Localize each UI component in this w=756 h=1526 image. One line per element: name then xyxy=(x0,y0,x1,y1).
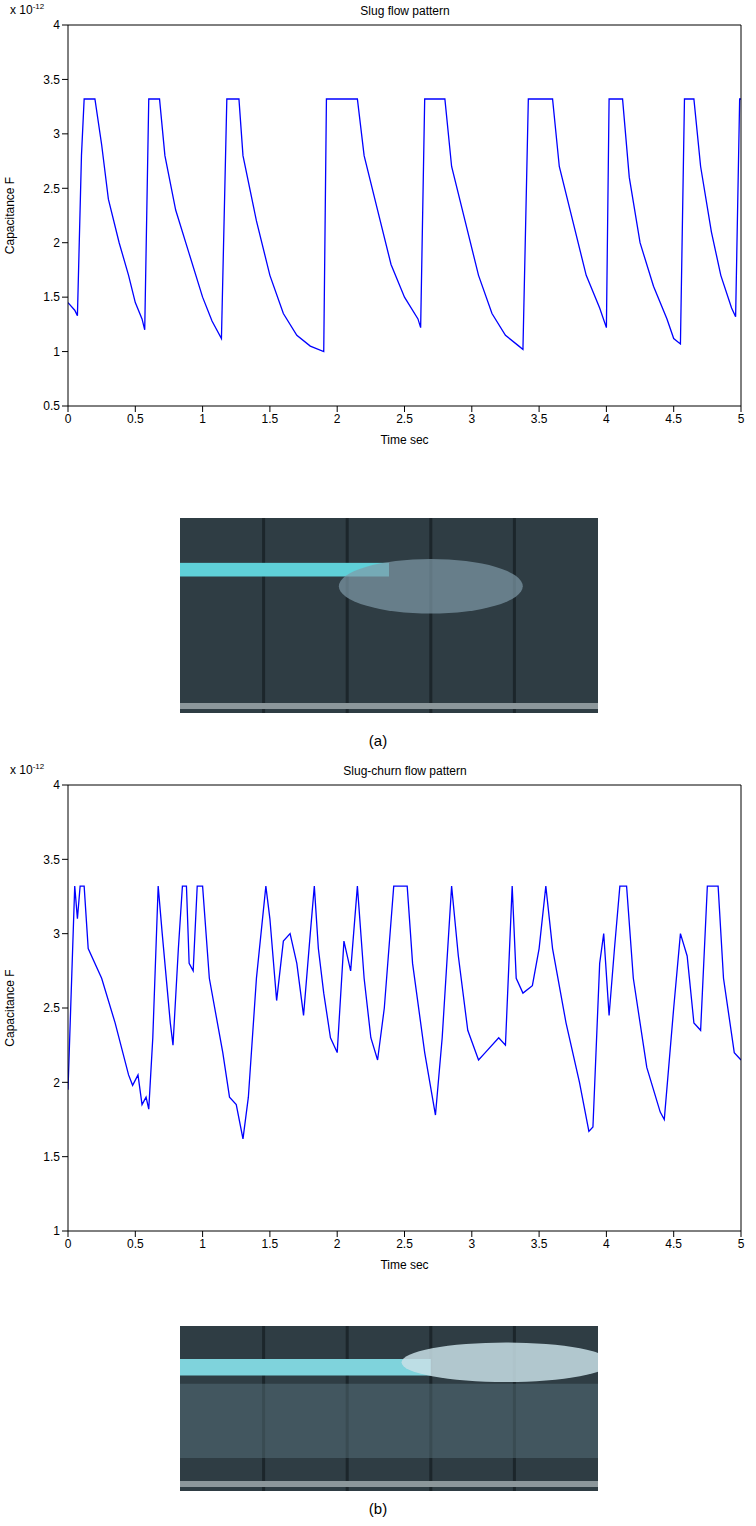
svg-text:4.5: 4.5 xyxy=(665,412,682,426)
html-text:(a): (a) xyxy=(368,732,388,749)
svg-text:2.5: 2.5 xyxy=(43,1001,60,1015)
svg-text:1: 1 xyxy=(53,345,60,359)
svg-text:1.5: 1.5 xyxy=(262,1237,279,1251)
svg-text:1: 1 xyxy=(53,1224,60,1238)
html-text:x 10-12: x 10-12 xyxy=(10,762,45,777)
svg-text:2.5: 2.5 xyxy=(43,182,60,196)
html-text:Slug-churn flow pattern: Slug-churn flow pattern xyxy=(343,764,467,778)
svg-text:1: 1 xyxy=(199,1237,206,1251)
html-text:(b): (b) xyxy=(368,1500,388,1517)
svg-text:4: 4 xyxy=(603,412,610,426)
svg-text:4: 4 xyxy=(53,18,60,32)
svg-text:0.5: 0.5 xyxy=(127,412,144,426)
svg-text:1.5: 1.5 xyxy=(43,290,60,304)
svg-text:4: 4 xyxy=(603,1237,610,1251)
svg-text:4: 4 xyxy=(53,778,60,792)
svg-text:3: 3 xyxy=(53,927,60,941)
svg-text:1: 1 xyxy=(199,412,206,426)
svg-text:Capacitance F: Capacitance F xyxy=(3,969,17,1046)
svg-text:2: 2 xyxy=(334,1237,341,1251)
svg-text:2: 2 xyxy=(53,1076,60,1090)
svg-text:4.5: 4.5 xyxy=(665,1237,682,1251)
svg-text:2: 2 xyxy=(334,412,341,426)
html-text:x 10-12: x 10-12 xyxy=(10,2,45,17)
svg-text:3: 3 xyxy=(468,412,475,426)
svg-text:Capacitance F: Capacitance F xyxy=(3,177,17,254)
svg-text:1.5: 1.5 xyxy=(43,1150,60,1164)
svg-text:2.5: 2.5 xyxy=(396,412,413,426)
svg-text:3.5: 3.5 xyxy=(43,73,60,87)
svg-text:3: 3 xyxy=(53,127,60,141)
html-text:Slug flow pattern: Slug flow pattern xyxy=(360,4,450,18)
svg-text:5: 5 xyxy=(738,1237,745,1251)
svg-text:Time sec: Time sec xyxy=(380,433,428,447)
svg-text:1.5: 1.5 xyxy=(262,412,279,426)
svg-text:Time sec: Time sec xyxy=(380,1258,428,1272)
svg-text:3.5: 3.5 xyxy=(531,412,548,426)
svg-text:3.5: 3.5 xyxy=(43,853,60,867)
svg-text:3: 3 xyxy=(468,1237,475,1251)
svg-text:0: 0 xyxy=(65,412,72,426)
svg-text:2.5: 2.5 xyxy=(396,1237,413,1251)
svg-text:3.5: 3.5 xyxy=(531,1237,548,1251)
svg-text:0.5: 0.5 xyxy=(43,399,60,413)
svg-text:5: 5 xyxy=(738,412,745,426)
svg-text:0.5: 0.5 xyxy=(127,1237,144,1251)
svg-text:2: 2 xyxy=(53,236,60,250)
svg-text:0: 0 xyxy=(65,1237,72,1251)
